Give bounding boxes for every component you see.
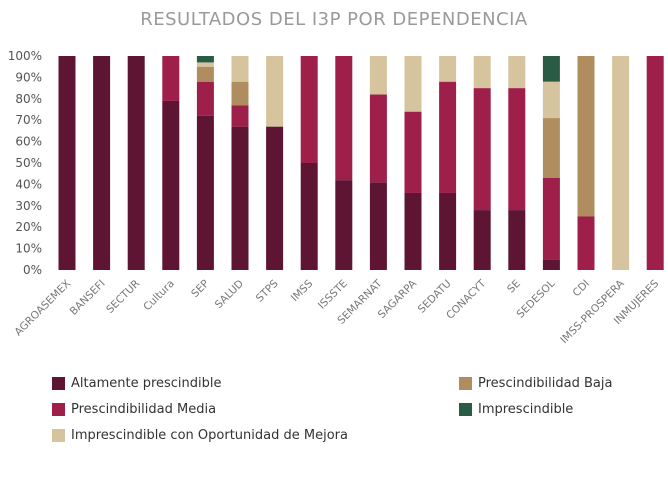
bar-segment-sagarpa-s0 xyxy=(404,192,422,270)
bar-segment-imss-s0 xyxy=(300,163,318,270)
bar-segment-salud-s0 xyxy=(231,126,249,271)
x-tick-label-cultura: Cultura xyxy=(141,278,177,314)
bar-segment-se-s0 xyxy=(508,210,526,270)
legend-label-media: Prescindibilidad Media xyxy=(71,402,217,417)
bar-segment-sedesol-s3 xyxy=(542,81,560,119)
legend-item-altamente[interactable]: Altamente prescindible xyxy=(52,376,222,391)
bar-segment-semarnat-s0 xyxy=(369,182,387,270)
legend-item-media[interactable]: Prescindibilidad Media xyxy=(52,402,216,417)
x-tick-label-sedesol: SEDESOL xyxy=(515,278,558,321)
x-tick-label-sectur: SECTUR xyxy=(104,278,142,316)
legend-swatch-oportunidad xyxy=(52,429,65,442)
y-tick-label: 20% xyxy=(15,220,42,234)
bar-segment-salud-s1 xyxy=(231,105,249,127)
bar-segment-sedesol-s0 xyxy=(542,259,560,270)
bar-segment-sedatu-s3 xyxy=(439,56,457,82)
bar-segment-sectur-s0 xyxy=(127,56,145,270)
legend-label-imprescindible: Imprescindible xyxy=(478,402,574,417)
bar-segment-imss-prospera-s3 xyxy=(612,56,630,270)
legend-swatch-imprescindible xyxy=(459,403,472,416)
x-tick-label-sep: SEP xyxy=(189,278,211,300)
bar-segment-sep-s4 xyxy=(196,56,214,63)
y-tick-label: 0% xyxy=(23,263,42,277)
bar-segment-sagarpa-s3 xyxy=(404,56,422,112)
bar-segment-conacyt-s1 xyxy=(473,88,491,211)
bar-segment-cdi-s1 xyxy=(577,216,595,270)
y-tick-label: 100% xyxy=(8,49,42,63)
x-tick-label-sagarpa: SAGARPA xyxy=(376,277,420,321)
bar-segment-inmujeres-s1 xyxy=(646,56,664,270)
bar-segment-sep-s1 xyxy=(196,81,214,116)
x-tick-label-salud: SALUD xyxy=(213,278,246,311)
bar-segment-se-s3 xyxy=(508,56,526,89)
bar-segment-salud-s3 xyxy=(231,56,249,82)
x-tick-label-imss-prospera: IMSS-PROSPERA xyxy=(558,277,627,346)
bar-segment-se-s1 xyxy=(508,88,526,211)
bar-segment-salud-s2 xyxy=(231,81,249,106)
legend-swatch-altamente xyxy=(52,377,65,390)
chart-title: RESULTADOS DEL I3P POR DEPENDENCIA xyxy=(140,9,528,30)
x-tick-label-cdi: CDI xyxy=(571,278,593,300)
bar-segment-cultura-s1 xyxy=(162,56,180,101)
bar-segment-sagarpa-s1 xyxy=(404,111,422,193)
legend-item-oportunidad[interactable]: Imprescindible con Oportunidad de Mejora xyxy=(52,428,348,443)
bar-segment-semarnat-s1 xyxy=(369,94,387,183)
bar-segment-cdi-s2 xyxy=(577,56,595,217)
bar-segment-sedatu-s1 xyxy=(439,81,457,193)
bar-segment-stps-s0 xyxy=(266,126,284,271)
y-tick-label: 70% xyxy=(15,113,42,127)
x-tick-label-stps: STPS xyxy=(254,277,281,304)
x-tick-label-imss: IMSS xyxy=(289,277,316,304)
y-tick-label: 40% xyxy=(15,177,42,191)
x-tick-label-se: SE xyxy=(505,278,523,296)
bar-segment-sep-s3 xyxy=(196,62,214,67)
legend-swatch-baja xyxy=(459,377,472,390)
legend-item-imprescindible[interactable]: Imprescindible xyxy=(459,402,573,417)
legend-label-oportunidad: Imprescindible con Oportunidad de Mejora xyxy=(71,428,348,443)
bar-segment-issste-s1 xyxy=(335,56,353,181)
x-tick-label-agroasemex: AGROASEMEX xyxy=(12,278,73,339)
bar-segment-sedesol-s2 xyxy=(542,118,560,178)
y-tick-label: 60% xyxy=(15,135,42,149)
x-tick-label-bansefi: BANSEFI xyxy=(68,278,108,318)
legend-label-baja: Prescindibilidad Baja xyxy=(478,376,613,391)
bar-segment-agroasemex-s0 xyxy=(58,56,76,270)
bar-segment-sep-s2 xyxy=(196,66,214,82)
legend-label-altamente: Altamente prescindible xyxy=(71,376,222,391)
bar-segment-sedatu-s0 xyxy=(439,192,457,270)
bar-segment-issste-s0 xyxy=(335,180,353,270)
bar-segment-cultura-s0 xyxy=(162,100,180,270)
y-tick-label: 90% xyxy=(15,70,42,84)
y-tick-label: 10% xyxy=(15,242,42,256)
bar-segment-sedesol-s1 xyxy=(542,177,560,260)
bar-segment-conacyt-s0 xyxy=(473,210,491,270)
y-tick-label: 30% xyxy=(15,199,42,213)
bar-segment-stps-s3 xyxy=(266,56,284,127)
bar-segment-imss-s1 xyxy=(300,56,318,163)
bar-segment-bansefi-s0 xyxy=(93,56,111,270)
legend-swatch-media xyxy=(52,403,65,416)
y-tick-label: 80% xyxy=(15,92,42,106)
x-tick-label-issste: ISSSTE xyxy=(316,278,350,312)
y-tick-label: 50% xyxy=(15,156,42,170)
bar-segment-semarnat-s3 xyxy=(369,56,387,95)
legend-item-baja[interactable]: Prescindibilidad Baja xyxy=(459,376,612,391)
bar-segment-sedesol-s4 xyxy=(542,56,560,82)
bar-segment-sep-s0 xyxy=(196,115,214,270)
bar-segment-conacyt-s3 xyxy=(473,56,491,89)
